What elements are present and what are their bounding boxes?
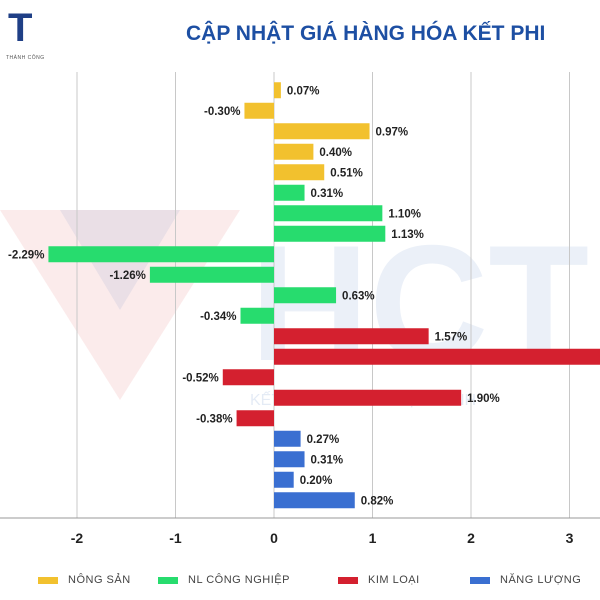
- data-label: 0.51%: [330, 167, 363, 179]
- data-label: -0.52%: [182, 372, 218, 384]
- data-label: -1.26%: [109, 270, 145, 282]
- bar: [244, 102, 274, 119]
- brand-logo: T THÀNH CÔNG: [0, 6, 70, 66]
- data-label: 1.57%: [435, 331, 468, 343]
- data-label: -2.29%: [8, 249, 44, 261]
- x-tick-label: 0: [270, 530, 278, 546]
- logo-letter: T: [8, 6, 33, 50]
- legend-swatch: [470, 576, 490, 584]
- data-label: 1.10%: [388, 208, 421, 220]
- data-label: -0.38%: [196, 413, 232, 425]
- bar: [274, 287, 337, 304]
- legend-item: NĂNG LƯỢNG: [470, 570, 581, 590]
- bar: [274, 430, 301, 447]
- bar: [274, 184, 305, 201]
- legend-swatch: [338, 576, 358, 584]
- bar: [274, 225, 386, 242]
- bar: [274, 143, 314, 160]
- chart-legend: NÔNG SẢN NL CÔNG NGHIỆP KIM LOẠI NĂNG LƯỢNG: [0, 570, 600, 590]
- bar: [236, 410, 274, 427]
- x-tick-label: -2: [71, 530, 84, 546]
- legend-item: NL CÔNG NGHIỆP: [158, 570, 290, 590]
- x-tick-label: 2: [467, 530, 475, 546]
- chart-title: CẬP NHẬT GIÁ HÀNG HÓA KẾT PHI: [186, 22, 546, 45]
- bar: [274, 451, 305, 468]
- data-label: 0.27%: [307, 434, 340, 446]
- bar: [274, 205, 383, 222]
- bar: [274, 164, 325, 181]
- data-label: -0.34%: [200, 311, 236, 323]
- data-label: 0.82%: [361, 495, 394, 507]
- legend-item: KIM LOẠI: [338, 570, 420, 590]
- data-label: 0.20%: [300, 475, 333, 487]
- legend-swatch: [158, 576, 178, 584]
- data-label: 1.90%: [467, 393, 500, 405]
- bar: [240, 307, 274, 324]
- legend-label: NL CÔNG NGHIỆP: [188, 574, 290, 586]
- bar: [149, 266, 274, 283]
- bar-chart: 0.07% -0.30% 0.97% 0.40% 0.51% 0.31% 1.10% 1.13…: [0, 72, 600, 546]
- legend-item: NÔNG SẢN: [38, 570, 131, 590]
- x-tick-label: -1: [169, 530, 182, 546]
- bar: [274, 471, 294, 488]
- bar: [274, 348, 600, 365]
- data-label: 0.97%: [376, 126, 409, 138]
- legend-label: KIM LOẠI: [368, 574, 420, 586]
- bar: [222, 369, 274, 386]
- logo-subtext: THÀNH CÔNG: [6, 55, 45, 61]
- data-label: 1.13%: [391, 229, 424, 241]
- legend-label: NÔNG SẢN: [68, 574, 131, 586]
- bar: [274, 82, 281, 99]
- legend-label: NĂNG LƯỢNG: [500, 574, 582, 586]
- x-tick-label: 3: [566, 530, 574, 546]
- data-label: 0.63%: [342, 290, 375, 302]
- legend-swatch: [38, 576, 58, 584]
- bar: [274, 389, 462, 406]
- data-label: 0.07%: [287, 85, 320, 97]
- bar: [48, 246, 275, 263]
- data-label: 0.40%: [319, 147, 352, 159]
- bar: [274, 492, 355, 509]
- bar: [274, 328, 429, 345]
- bar: [274, 123, 370, 140]
- data-label: -0.30%: [204, 106, 240, 118]
- data-label: 0.31%: [311, 454, 344, 466]
- x-tick-label: 1: [369, 530, 377, 546]
- data-label: 0.31%: [311, 188, 344, 200]
